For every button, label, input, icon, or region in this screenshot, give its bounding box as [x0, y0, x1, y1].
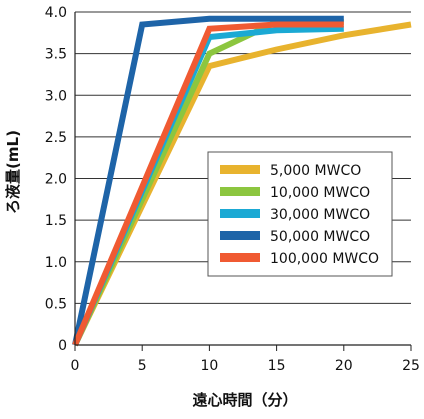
legend-label-2: 30,000 MWCO: [270, 207, 370, 223]
legend-label-4: 100,000 MWCO: [270, 251, 379, 267]
legend-label-0: 5,000 MWCO: [270, 163, 361, 179]
y-tick-label-5: 2.5: [45, 130, 67, 146]
x-tick-label-4: 20: [335, 358, 353, 374]
x-axis-title: 遠心時間（分）: [192, 391, 297, 409]
tick-labels: 0 0.5 1.0 1.5 2.0 2.5 3.0 3.5 4.0 0 5 10 15 20 25: [45, 5, 420, 374]
x-tick-label-0: 0: [71, 358, 80, 374]
legend: 5,000 MWCO 10,000 MWCO 30,000 MWCO 50,000 M…: [207, 151, 393, 277]
legend-swatch-2: [220, 209, 260, 218]
y-tick-label-8: 4.0: [45, 5, 67, 21]
legend-swatch-3: [220, 231, 260, 240]
x-tick-label-3: 15: [268, 358, 286, 374]
y-tick-label-2: 1.0: [45, 255, 67, 271]
y-tick-label-1: 0.5: [45, 296, 67, 312]
series-line-3: [72, 15, 344, 346]
x-tick-label-5: 25: [402, 358, 420, 374]
axes: [74, 12, 412, 351]
y-axis-title: ろ液量(mL): [4, 130, 22, 214]
y-tick-label-3: 1.5: [45, 213, 67, 229]
y-tick-label-6: 3.0: [45, 88, 67, 104]
y-tick-label-4: 2.0: [45, 172, 67, 188]
legend-label-3: 50,000 MWCO: [270, 229, 370, 245]
series-lines: [72, 15, 412, 347]
legend-swatch-1: [220, 187, 260, 196]
x-tick-label-2: 10: [200, 358, 218, 374]
x-tick-label-1: 5: [138, 358, 147, 374]
series-line-0: [72, 21, 412, 347]
legend-swatch-0: [220, 165, 260, 174]
series-line-4: [72, 21, 344, 347]
y-tick-label-7: 3.5: [45, 47, 67, 63]
legend-swatch-4: [220, 253, 260, 262]
y-tick-label-0: 0: [58, 338, 67, 354]
legend-label-1: 10,000 MWCO: [270, 185, 370, 201]
